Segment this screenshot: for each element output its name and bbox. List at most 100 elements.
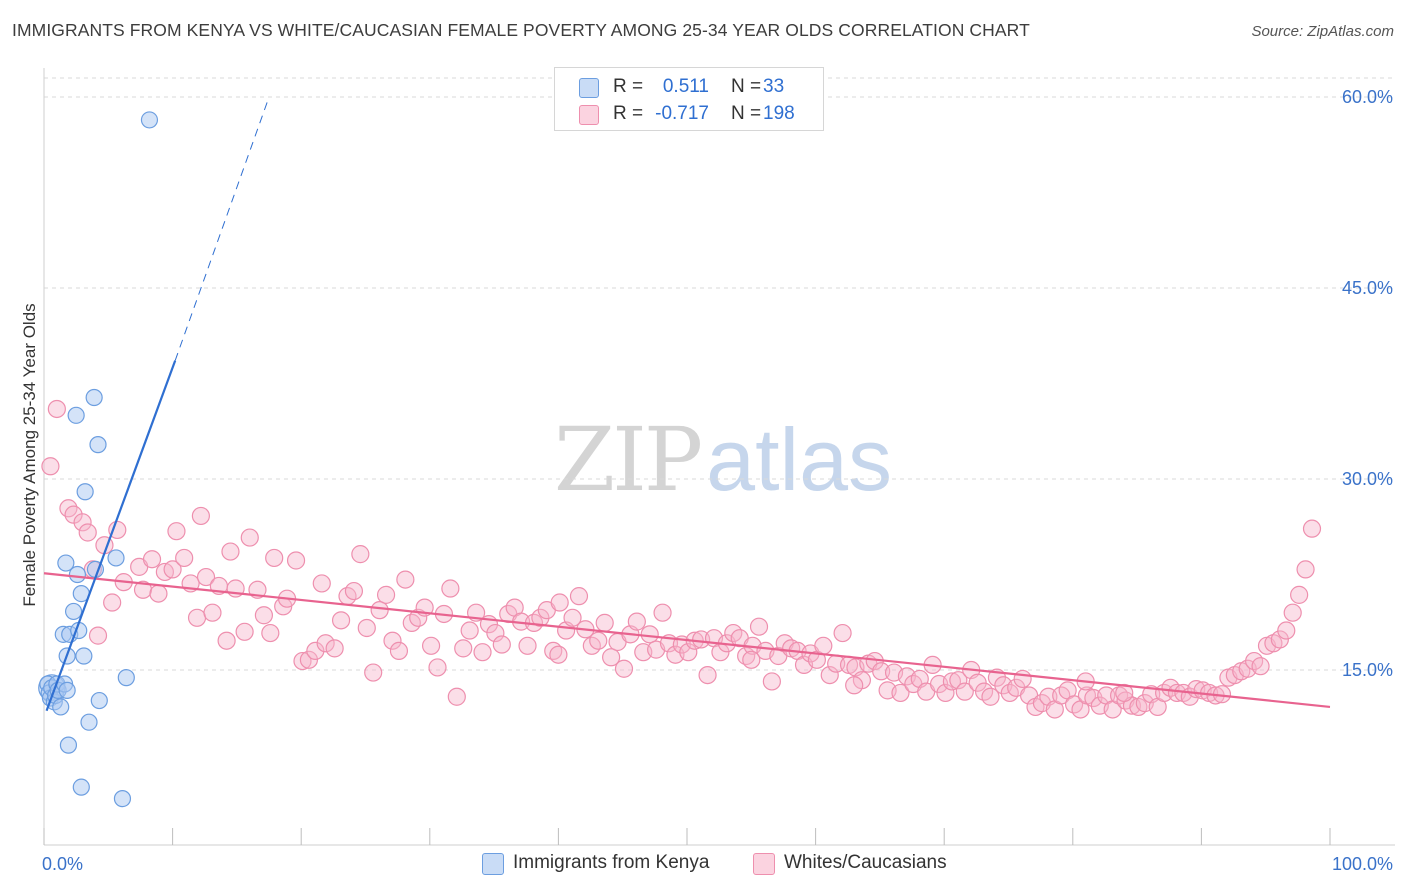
whites-point (299, 650, 319, 669)
whites-point (762, 672, 781, 691)
whites-point (589, 631, 608, 650)
whites-point (254, 606, 274, 625)
whites-point (217, 631, 236, 650)
whites-point (167, 522, 186, 541)
whites-point (602, 648, 621, 667)
whites-point (531, 608, 550, 627)
whites-point (265, 548, 284, 568)
kenya-point (59, 736, 78, 754)
whites-point (421, 636, 441, 655)
kenya-point (76, 483, 94, 501)
whites-point (653, 603, 672, 622)
kenya-point (117, 669, 135, 687)
kenya-trend-line (45, 360, 177, 712)
watermark-zip: ZIP (554, 408, 703, 511)
n-value: 198 (763, 103, 795, 124)
whites-point (1270, 630, 1289, 649)
whites-point (389, 641, 409, 661)
whites-point (103, 593, 122, 612)
kenya-point (52, 698, 70, 716)
whites-point (133, 580, 153, 599)
y-tick-label: 30.0% (1342, 469, 1393, 489)
watermark-atlas: atlas (706, 410, 893, 509)
whites-point (235, 622, 254, 641)
whites-point (845, 676, 864, 695)
kenya-point (85, 388, 103, 407)
whites-point (428, 658, 447, 677)
trend-lines (43, 96, 1331, 712)
whites-point (293, 651, 312, 671)
whites-point (936, 683, 955, 703)
whites-point (221, 542, 240, 561)
r-label: R = (613, 76, 644, 97)
chart-title: IMMIGRANTS FROM KENYA VS WHITE/CAUCASIAN… (12, 20, 1030, 40)
r-label: R = (613, 103, 644, 124)
whites-point (1277, 621, 1296, 640)
whites-point (351, 545, 370, 564)
whites-trend-line (43, 572, 1331, 709)
whites-point (486, 623, 505, 643)
whites-point (163, 560, 182, 579)
whites-point (1290, 585, 1309, 604)
whites-point (981, 687, 1000, 706)
whites-point (344, 581, 364, 601)
whites-point (872, 662, 891, 681)
whites-point (1302, 519, 1322, 538)
whites-point (968, 673, 987, 692)
legend-label: Immigrants from Kenya (513, 852, 710, 873)
whites-point (1013, 669, 1032, 689)
r-value: -0.717 (655, 103, 709, 124)
kenya-point (140, 111, 159, 129)
whites-point (396, 570, 415, 589)
whites-point (108, 520, 127, 540)
whites-point (563, 608, 582, 627)
whites-point (1296, 560, 1315, 579)
whites-points (41, 399, 1322, 719)
stats-row-whites: R = -0.717 N = 198 (555, 100, 823, 128)
whites-legend-swatch (753, 853, 775, 875)
kenya-point (75, 647, 93, 665)
whites-point (203, 603, 222, 622)
whites-point (191, 506, 210, 526)
kenya-point (107, 549, 125, 567)
n-label: N = (731, 103, 762, 124)
whites-point (742, 650, 761, 669)
whites-point (614, 659, 634, 678)
whites-point (88, 626, 108, 645)
whites-point (364, 663, 383, 682)
whites-point (679, 643, 698, 662)
kenya-trend-extension (174, 96, 270, 361)
whites-point (1115, 683, 1134, 703)
whites-point (833, 623, 852, 643)
whites-point (692, 630, 711, 649)
whites-point (454, 639, 473, 658)
whites-point (312, 574, 331, 593)
whites-point (569, 587, 589, 606)
y-axis-label: Female Poverty Among 25-34 Year Olds (20, 303, 39, 607)
stats-legend: R = 0.511 N = 33 R = -0.717 N = 198 (554, 67, 824, 131)
x-tick-label: 0.0% (42, 854, 83, 874)
source-credit: Source: ZipAtlas.com (1251, 23, 1394, 40)
whites-point (447, 687, 466, 706)
kenya-legend-swatch (482, 853, 504, 875)
n-label: N = (731, 76, 762, 97)
y-tick-label: 60.0% (1342, 87, 1393, 107)
whites-point (820, 665, 839, 685)
whites-point (41, 457, 60, 476)
stats-row-kenya: R = 0.511 N = 33 (555, 73, 823, 101)
whites-point (1251, 657, 1270, 676)
whites-point (949, 671, 968, 690)
tick-labels: 15.0% 30.0% 45.0% 60.0% 0.0% 100.0% (42, 87, 1393, 874)
kenya-point (68, 565, 87, 584)
kenya-swatch (579, 78, 599, 98)
watermark: ZIPatlas (554, 408, 892, 511)
whites-point (1283, 603, 1302, 622)
grid-lines (44, 77, 1395, 671)
whites-point (698, 665, 717, 685)
whites-point (306, 641, 325, 661)
whites-point (331, 611, 351, 630)
legend-label: Whites/Caucasians (784, 852, 947, 873)
whites-point (261, 623, 280, 643)
whites-point (460, 621, 479, 640)
